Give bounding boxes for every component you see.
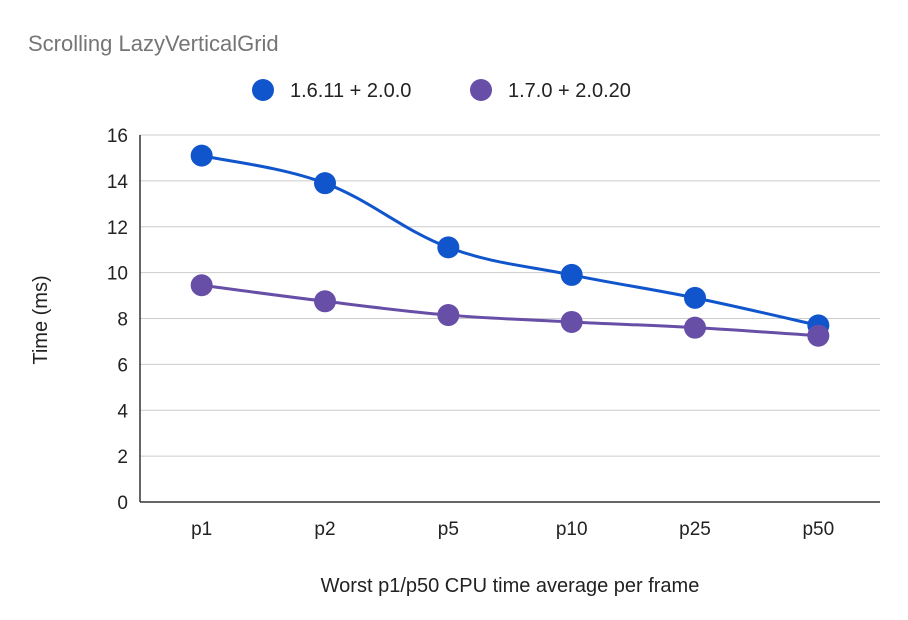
y-axis-ticks: 0 2 4 6 8 10 12 14 16 xyxy=(107,126,129,514)
x-tick-label: p1 xyxy=(191,519,212,540)
series-1 xyxy=(190,144,830,337)
data-point xyxy=(437,304,460,327)
series xyxy=(190,144,830,347)
gridlines xyxy=(140,134,880,457)
y-tick-label: 2 xyxy=(117,447,128,468)
y-tick-label: 16 xyxy=(107,126,128,147)
legend-label-series-2: 1.7.0 + 2.0.20 xyxy=(508,80,631,102)
x-tick-label: p50 xyxy=(802,519,834,540)
x-axis-ticks: p1 p2 p5 p10 p25 p50 xyxy=(191,519,834,540)
data-point xyxy=(807,324,830,347)
y-tick-label: 12 xyxy=(107,218,128,239)
data-point xyxy=(190,144,213,167)
x-tick-label: p25 xyxy=(679,519,711,540)
x-tick-label: p2 xyxy=(314,519,335,540)
data-point xyxy=(684,316,706,339)
legend-label-series-1: 1.6.11 + 2.0.0 xyxy=(290,80,411,102)
y-tick-label: 14 xyxy=(107,172,129,193)
y-tick-label: 8 xyxy=(117,310,128,331)
chart-title: Scrolling LazyVerticalGrid xyxy=(28,31,279,56)
series-line xyxy=(201,283,819,338)
y-tick-label: 0 xyxy=(117,493,128,514)
y-tick-label: 6 xyxy=(117,355,128,376)
series-line xyxy=(201,154,819,327)
y-tick-label: 10 xyxy=(107,264,128,285)
x-tick-label: p10 xyxy=(556,519,588,540)
data-point xyxy=(190,274,213,297)
series-2 xyxy=(190,274,830,347)
x-tick-label: p5 xyxy=(438,519,459,540)
data-point xyxy=(560,263,583,286)
data-point xyxy=(684,286,706,309)
x-axis-title: Worst p1/p50 CPU time average per frame xyxy=(321,575,700,597)
y-axis-title: Time (ms) xyxy=(30,275,52,364)
data-point xyxy=(437,236,460,259)
data-point xyxy=(560,310,583,333)
legend: 1.6.11 + 2.0.0 1.7.0 + 2.0.20 xyxy=(252,79,631,102)
legend-marker-series-1 xyxy=(252,79,274,101)
data-point xyxy=(314,172,336,195)
legend-marker-series-2 xyxy=(470,79,492,101)
y-tick-label: 4 xyxy=(117,401,128,422)
data-point xyxy=(314,290,336,313)
